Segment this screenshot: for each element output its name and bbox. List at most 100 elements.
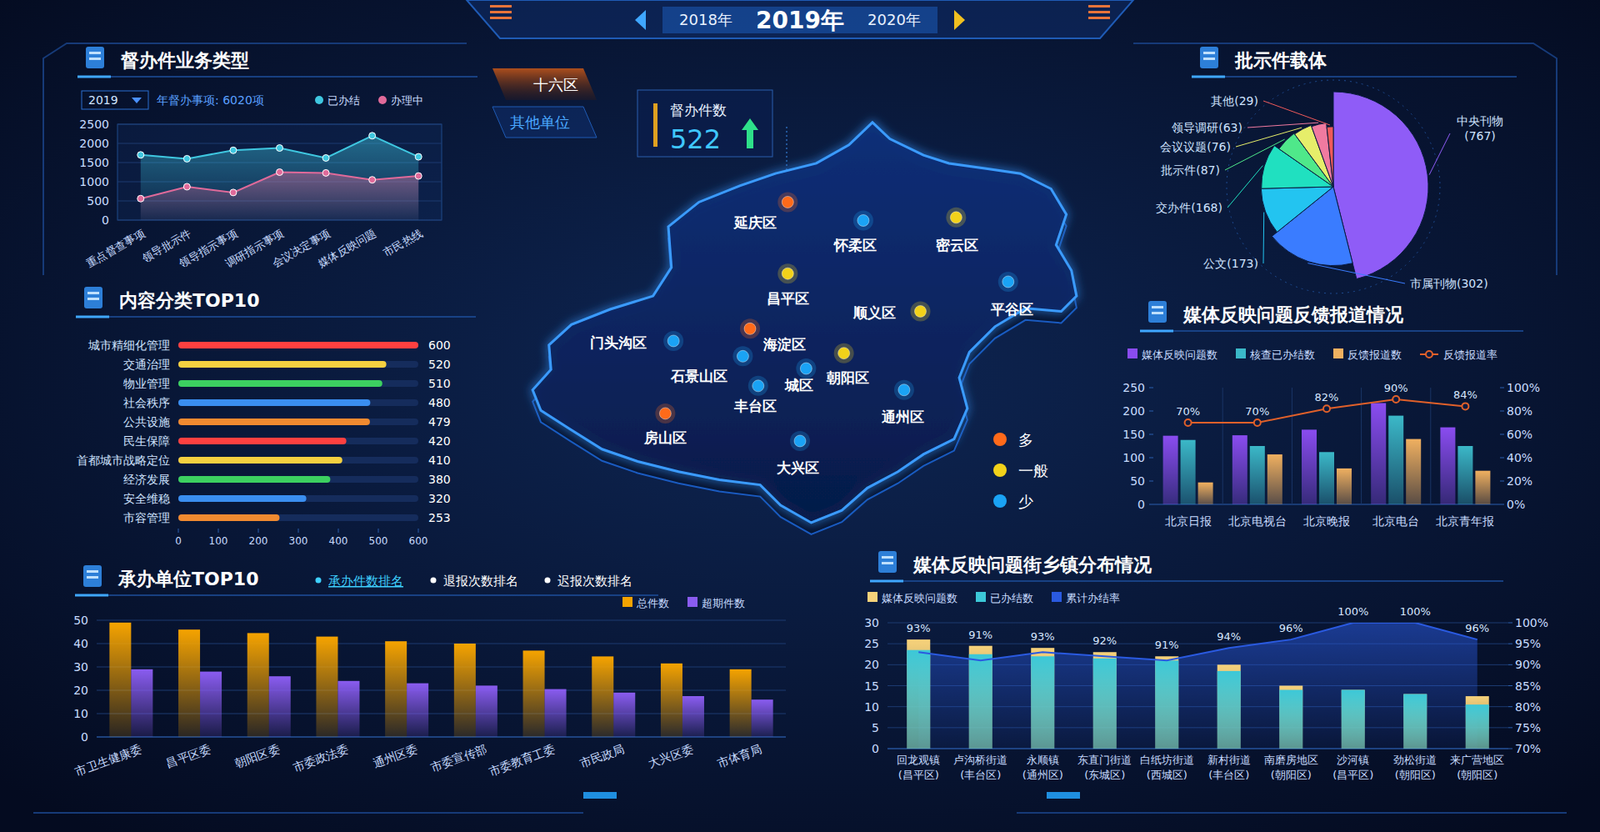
x-tick-label: 回龙观镇 (昌平区) xyxy=(896,753,940,781)
label-line: (昌平区) xyxy=(898,768,940,781)
separator xyxy=(1291,387,1293,505)
bar xyxy=(269,675,291,737)
year-next: 2020年 xyxy=(867,10,921,29)
background xyxy=(0,0,1600,832)
title-underline xyxy=(75,315,476,318)
x-tick-label: 南磨房地区(朝阳区) xyxy=(1264,753,1319,781)
x-tick-label: 市体育局 xyxy=(715,741,765,770)
label-line: 回龙观镇 xyxy=(896,753,940,766)
title-icon xyxy=(881,561,894,565)
label-line: (通州区) xyxy=(1022,768,1064,781)
legend-swatch xyxy=(1425,350,1433,358)
data-label: 96% xyxy=(1279,621,1304,635)
bar xyxy=(1465,704,1490,749)
bar-track xyxy=(178,514,419,521)
bar xyxy=(1405,439,1421,505)
bar xyxy=(406,683,429,737)
panel-title: 内容分类TOP10 xyxy=(119,290,260,311)
bar xyxy=(1030,655,1055,749)
panel-frame xyxy=(33,811,1567,814)
title-icon xyxy=(89,57,101,60)
tick-mark xyxy=(298,528,300,533)
region-label: 门头沟区 xyxy=(590,334,647,351)
panel-title: 媒体反映问题反馈报道情况 xyxy=(1182,304,1405,325)
tick-mark xyxy=(1508,685,1513,686)
tab[interactable]: 承办件数排名 xyxy=(328,573,404,589)
y-tick-label: 150 xyxy=(1122,427,1145,441)
map-legend-label: 多 xyxy=(1018,430,1034,449)
area-fill xyxy=(918,622,1478,749)
data-label: 520 xyxy=(428,357,451,371)
legend-swatch xyxy=(1127,348,1138,359)
decor-bar xyxy=(583,791,617,799)
bar-track xyxy=(178,360,419,368)
region-label: 城区 xyxy=(784,376,814,394)
region-marker xyxy=(744,322,756,335)
x-tick-label: 北京晚报 xyxy=(1303,514,1350,528)
slice-label: 领导调研(63) xyxy=(1171,120,1243,135)
y-tick-label: 30 xyxy=(864,615,880,630)
bar xyxy=(682,695,705,737)
region-label: 海淀区 xyxy=(762,335,806,353)
region-halo xyxy=(795,358,816,379)
leader-line xyxy=(1227,165,1263,208)
y-tick-label: 50 xyxy=(73,613,89,627)
x-tick-label: 东直门街道(东城区) xyxy=(1077,753,1132,781)
bar-track xyxy=(178,418,419,425)
region-halo xyxy=(790,430,810,451)
tab[interactable]: 迟报次数排名 xyxy=(557,573,633,589)
leader-line xyxy=(1307,263,1405,284)
bar-track xyxy=(178,437,419,445)
data-label: 82% xyxy=(1315,390,1340,404)
panel-title: 媒体反映问题街乡镇分布情况 xyxy=(912,554,1153,575)
label-line: (767) xyxy=(1464,129,1496,143)
menu-icon xyxy=(1088,10,1110,14)
label-line: 白纸坊街道 xyxy=(1140,753,1195,766)
marker xyxy=(183,155,190,162)
bar xyxy=(178,456,343,464)
region-label: 怀柔区 xyxy=(833,236,877,254)
region-halo xyxy=(945,207,966,228)
region-marker xyxy=(914,305,926,317)
region-label: 昌平区 xyxy=(766,290,810,307)
separator xyxy=(1360,387,1362,505)
tab: 十六区 xyxy=(533,75,579,94)
bar xyxy=(660,663,683,737)
data-label: 92% xyxy=(1092,634,1117,647)
legend-label: 总件数 xyxy=(635,596,670,610)
slice-label: 市属刊物(302) xyxy=(1410,276,1489,290)
map-legend-swatch xyxy=(993,432,1007,446)
region-marker xyxy=(857,214,870,226)
region-label: 通州区 xyxy=(880,408,925,425)
bar xyxy=(337,680,360,737)
map-legend-swatch xyxy=(993,463,1007,477)
data-label: 100% xyxy=(1337,605,1369,618)
subtitle: 年督办事项: 6020项 xyxy=(156,93,265,107)
y-tick-label: 20 xyxy=(864,657,880,671)
bar xyxy=(523,650,545,737)
bar xyxy=(1341,690,1365,749)
data-label: 96% xyxy=(1465,621,1490,635)
region-halo xyxy=(655,403,675,424)
tick-mark xyxy=(1500,504,1505,505)
leader-line xyxy=(1235,127,1302,147)
bar xyxy=(1403,694,1427,749)
tick-mark xyxy=(1149,480,1154,482)
slice-label: 其他(29) xyxy=(1210,94,1259,108)
x-tick-label: 劲松街道(朝阳区) xyxy=(1393,753,1437,781)
data-label: 70% xyxy=(1245,405,1270,418)
x-tick-label: 市委宣传部 xyxy=(429,741,489,775)
bar-track xyxy=(178,341,419,349)
title-icon xyxy=(1203,51,1215,55)
tab[interactable]: 退报次数排名 xyxy=(443,573,519,589)
data-label: 253 xyxy=(428,510,451,525)
region-halo xyxy=(910,300,930,321)
bar xyxy=(315,636,338,737)
legend-swatch xyxy=(867,591,878,602)
legend-swatch xyxy=(315,95,324,105)
bar xyxy=(1341,690,1365,749)
x-tick-label: 0 xyxy=(175,535,182,547)
tab-dot xyxy=(545,577,551,584)
y-tick-label: 2000 xyxy=(79,136,110,150)
bar xyxy=(1319,451,1335,505)
